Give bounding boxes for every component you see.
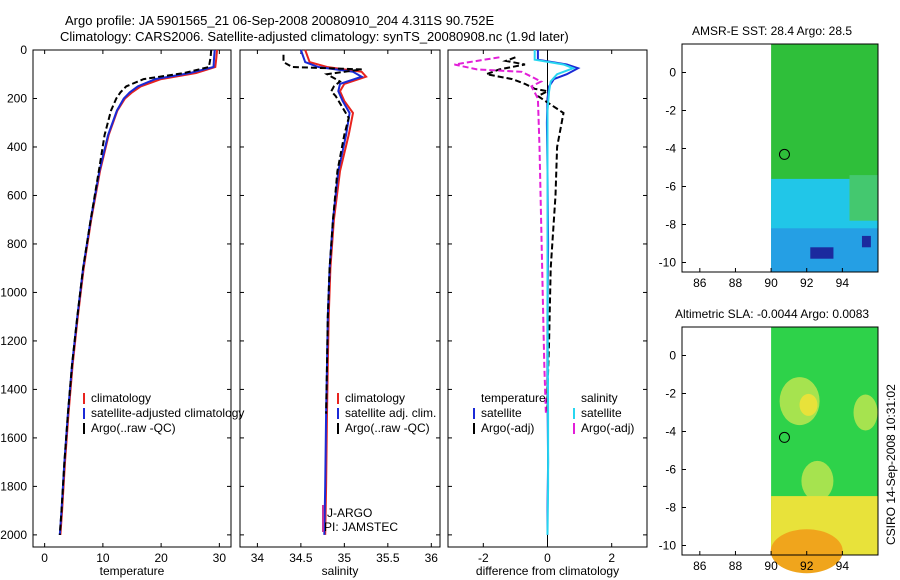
salinity-legend-label: Argo(..raw -QC) xyxy=(345,421,430,435)
x-tick-label: 10 xyxy=(96,551,110,565)
x-tick-label: 0 xyxy=(41,551,48,565)
y-tick-label: 1000 xyxy=(0,285,27,299)
y-tick-label: 800 xyxy=(7,237,27,251)
map-x-tick-label: 86 xyxy=(693,559,707,573)
y-tick-label: 1200 xyxy=(0,334,27,348)
y-tick-label: 0 xyxy=(20,43,27,57)
x-axis-label: salinity xyxy=(322,564,359,578)
map-y-tick-label: 0 xyxy=(669,349,676,363)
annotation-pi: PI: JAMSTEC xyxy=(324,520,398,534)
x-tick-label: 35 xyxy=(338,551,352,565)
series-line-salinity-argo xyxy=(454,56,547,414)
x-tick-label: -2 xyxy=(478,551,489,565)
argo-location-marker xyxy=(778,148,790,160)
map-x-tick-label: 94 xyxy=(836,276,850,290)
y-tick-label: 2000 xyxy=(0,528,27,542)
x-axis-label: difference from climatology xyxy=(476,564,619,578)
y-tick-label: 1600 xyxy=(0,431,27,445)
map-frame xyxy=(681,326,879,556)
map-y-tick-label: -10 xyxy=(659,256,677,270)
map-y-tick-label: -8 xyxy=(665,218,676,232)
title-line-2: Climatology: CARS2006. Satellite-adjuste… xyxy=(60,29,569,44)
map-x-tick-label: 92 xyxy=(800,559,814,573)
sst-mid-patch xyxy=(849,175,878,221)
map-y-tick-label: -6 xyxy=(665,180,676,194)
map-y-tick-label: 0 xyxy=(669,66,676,80)
x-tick-label: 34.5 xyxy=(289,551,313,565)
map-y-tick-label: -6 xyxy=(665,463,676,477)
x-tick-label: 2 xyxy=(608,551,615,565)
sst-coldest-patch xyxy=(810,247,834,259)
diff-salinity-legend-label: Argo(-adj) xyxy=(581,421,634,435)
y-tick-label: 200 xyxy=(7,91,27,105)
series-line-argo xyxy=(282,54,362,414)
temperature-legend-label: Argo(..raw -QC) xyxy=(91,421,176,435)
map-y-tick-label: -4 xyxy=(665,425,676,439)
annotation-j-argo: J-ARGO xyxy=(327,506,372,520)
y-tick-label: 1800 xyxy=(0,479,27,493)
map-y-tick-label: -2 xyxy=(665,387,676,401)
y-tick-label: 400 xyxy=(7,140,27,154)
plot-frame-1 xyxy=(32,49,232,548)
series-line-salinity-satellite xyxy=(533,50,577,535)
sst-coldest-patch-2 xyxy=(861,235,871,248)
diff-temperature-legend-label: satellite xyxy=(481,406,522,420)
argo-location-marker xyxy=(778,431,790,443)
x-tick-label: 36 xyxy=(425,551,439,565)
series-line-temperature-argo xyxy=(482,56,565,414)
temperature-legend-label: climatology xyxy=(91,391,151,405)
y-tick-label: 600 xyxy=(7,188,27,202)
map-x-tick-label: 88 xyxy=(729,559,743,573)
map-x-tick-label: 88 xyxy=(729,276,743,290)
diff-salinity-legend-label: satellite xyxy=(581,406,622,420)
diff-legend-sal-heading: salinity xyxy=(581,391,618,405)
map-x-tick-label: 94 xyxy=(836,559,850,573)
title-line-1: Argo profile: JA 5901565_21 06-Sep-2008 … xyxy=(65,13,495,28)
map-x-tick-label: 86 xyxy=(693,276,707,290)
map-y-tick-label: -10 xyxy=(659,539,677,553)
x-axis-label: temperature xyxy=(100,564,165,578)
salinity-legend-label: climatology xyxy=(345,391,405,405)
temperature-legend-label: satellite-adjusted climatology xyxy=(91,406,244,420)
map-title: Altimetric SLA: -0.0044 Argo: 0.0083 xyxy=(675,307,869,321)
series-line-argo xyxy=(58,49,213,535)
map-y-tick-label: -4 xyxy=(665,142,676,156)
sla-light-patch-2 xyxy=(801,460,834,501)
x-tick-label: 0 xyxy=(544,551,551,565)
diff-legend-temp-heading: temperature xyxy=(481,391,546,405)
x-tick-label: 30 xyxy=(213,551,227,565)
map-y-tick-label: -8 xyxy=(665,501,676,515)
map-x-tick-label: 90 xyxy=(764,276,778,290)
diff-temperature-legend-label: Argo(-adj) xyxy=(481,421,534,435)
y-tick-label: 1400 xyxy=(0,382,27,396)
sla-yellow-patch xyxy=(799,393,818,416)
x-tick-label: 35.5 xyxy=(376,551,400,565)
map-title: AMSR-E SST: 28.4 Argo: 28.5 xyxy=(692,24,852,38)
map-frame xyxy=(681,43,879,273)
map-y-tick-label: -2 xyxy=(665,104,676,118)
x-tick-label: 20 xyxy=(154,551,168,565)
sla-light-patch-3 xyxy=(853,394,878,431)
plot-frame-2 xyxy=(239,49,441,548)
salinity-legend-label: satellite adj. clim. xyxy=(345,406,436,420)
x-tick-label: 34 xyxy=(251,551,265,565)
map-x-tick-label: 90 xyxy=(764,559,778,573)
side-label: CSIRO 14-Sep-2008 10:31:02 xyxy=(884,384,898,545)
map-x-tick-label: 92 xyxy=(800,276,814,290)
